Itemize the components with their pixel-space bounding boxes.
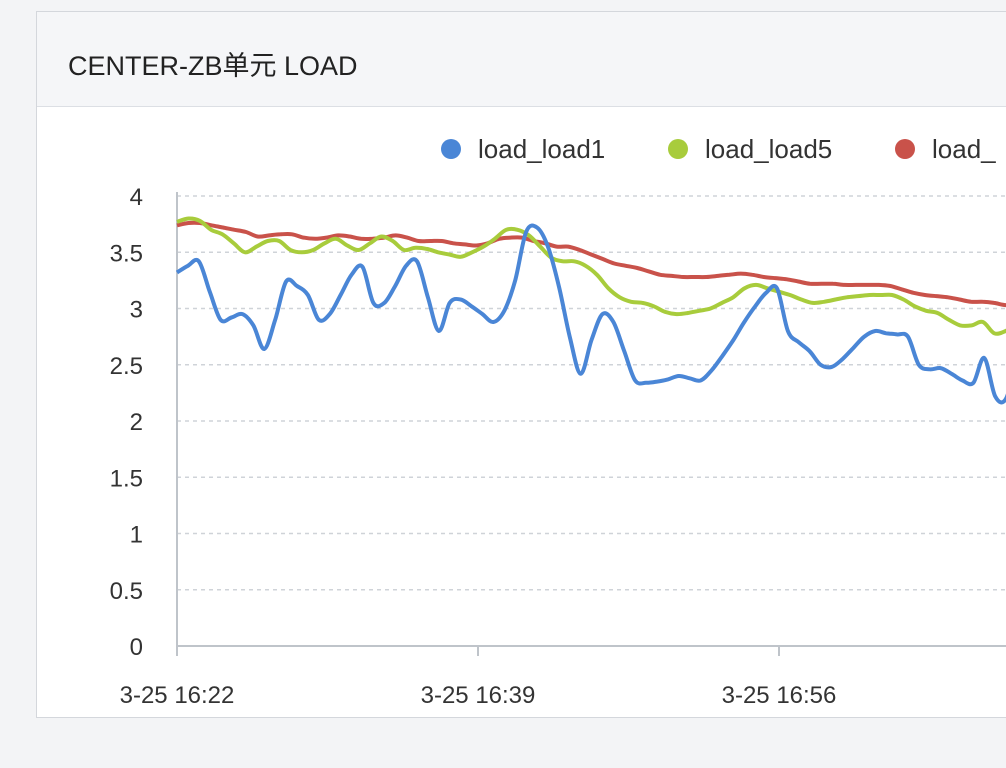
y-tick-label: 0.5 — [110, 578, 143, 605]
x-tick-label: 3-25 16:39 — [421, 682, 536, 709]
y-tick-label: 1 — [130, 522, 143, 549]
y-tick-label: 3.5 — [110, 240, 143, 267]
legend-label: load_ — [932, 134, 996, 164]
x-tick-label: 3-25 16:22 — [120, 682, 235, 709]
y-tick-label: 3 — [130, 297, 143, 324]
y-tick-label: 2 — [130, 409, 143, 436]
panel-title: CENTER-ZB单元 LOAD — [68, 51, 358, 81]
legend-marker — [441, 139, 461, 159]
legend-label: load_load5 — [705, 134, 832, 164]
panel-header: CENTER-ZB单元 LOAD — [37, 12, 1006, 107]
y-tick-label: 1.5 — [110, 465, 143, 492]
series-line-load15 — [176, 220, 1006, 308]
y-tick-label: 2.5 — [110, 353, 143, 380]
legend-marker — [668, 139, 688, 159]
y-tick-label: 0 — [130, 634, 143, 661]
legend-label: load_load1 — [478, 134, 605, 164]
x-tick-label: 3-25 16:56 — [722, 682, 837, 709]
legend-marker — [895, 139, 915, 159]
series-line-load5 — [176, 216, 1006, 336]
chart-area: 0 0.5 1 1.5 2 2.5 3 3.5 4 3-25 16:22 3-25 16:39 3-2… — [37, 12, 1006, 717]
chart-panel: CENTER-ZB单元 LOAD 0 0.5 1 1.5 2 2.5 3 3.5 4 3-25 1… — [36, 11, 1006, 718]
series-line-load1 — [175, 223, 1006, 405]
load-line-chart: 0 0.5 1 1.5 2 2.5 3 3.5 4 3-25 16:22 3-25 16:39 3-2… — [110, 134, 1006, 709]
y-tick-label: 4 — [130, 184, 143, 211]
